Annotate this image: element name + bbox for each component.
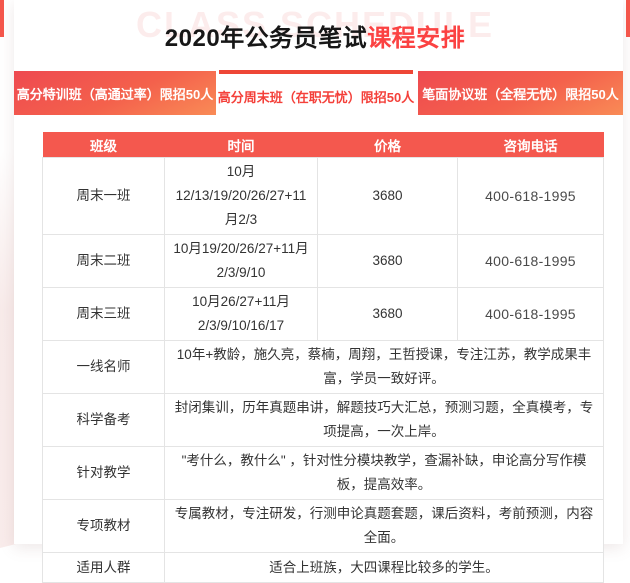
tab-gaofen-texun[interactable]: 高分特训班（高通过率）限招50人 [14, 71, 216, 115]
tab-bimian-xieyi[interactable]: 笔面协议班（全程无忧）限招50人 [418, 71, 623, 115]
header-time: 时间 [164, 132, 318, 158]
phone-cell: 400-618-1995 [457, 234, 604, 288]
time-cell: 10月 12/13/19/20/26/27+11 月2/3 [164, 157, 318, 235]
table-row: 一线名师 10年+教龄，施久亮，蔡楠，周翔，王哲授课，专注江苏，教学成果丰富，学… [42, 340, 604, 394]
feature-text-cell: 适合上班族，大四课程比较多的学生。 [164, 552, 604, 583]
feature-text-cell: 专属教材，专注研发，行测申论真题套题，课后资料，考前预测，内容全面。 [164, 499, 604, 553]
table-header-row: 班级 时间 价格 咨询电话 [42, 132, 604, 158]
page-title-red: 课程安排 [367, 25, 466, 52]
tab-label: 高分周末班（在职无忧）限招50人 [217, 89, 415, 105]
active-tab-topbar [219, 70, 413, 74]
table-row: 适用人群 适合上班族，大四课程比较多的学生。 [42, 552, 604, 583]
price-cell: 3680 [317, 234, 458, 288]
feature-label-cell: 专项教材 [42, 499, 165, 553]
feature-text-cell: 封闭集训，历年真题串讲，解题技巧大汇总，预测习题，全真模考，专项提高，一次上岸。 [164, 393, 604, 447]
course-schedule-table: 班级 时间 价格 咨询电话 周末一班 10月 12/13/19/20/26/27… [42, 132, 604, 583]
page-title: 2020年公务员笔试课程安排 [0, 18, 630, 53]
header-class: 班级 [42, 132, 165, 158]
corner-accent-right [626, 0, 630, 37]
table-row: 科学备考 封闭集训，历年真题串讲，解题技巧大汇总，预测习题，全真模考，专项提高，… [42, 393, 604, 447]
time-cell: 10月26/27+11月 2/3/9/10/16/17 [164, 287, 318, 341]
table-row: 专项教材 专属教材，专注研发，行测申论真题套题，课后资料，考前预测，内容全面。 [42, 499, 604, 553]
tab-label: 高分特训班（高通过率）限招50人 [16, 86, 214, 102]
tab-label: 笔面协议班（全程无忧）限招50人 [422, 86, 619, 102]
phone-cell: 400-618-1995 [457, 157, 604, 235]
class-name-cell: 周末一班 [42, 157, 165, 235]
page-title-black: 2020年公务员笔试 [164, 25, 368, 52]
header-price: 价格 [317, 132, 458, 158]
phone-cell: 400-618-1995 [457, 287, 604, 341]
table-row: 周末一班 10月 12/13/19/20/26/27+11 月2/3 3680 … [42, 157, 604, 235]
table-row: 针对教学 "考什么，教什么" ，针对性分模块教学，查漏补缺，申论高分写作模板，提… [42, 446, 604, 500]
tab-gaofen-zhoumo-active[interactable]: 高分周末班（在职无忧）限招50人 [217, 70, 415, 122]
feature-label-cell: 适用人群 [42, 552, 165, 583]
price-cell: 3680 [317, 157, 458, 235]
feature-label-cell: 一线名师 [42, 340, 165, 394]
feature-label-cell: 科学备考 [42, 393, 165, 447]
corner-accent-left [0, 0, 4, 37]
header-phone: 咨询电话 [457, 132, 604, 158]
watermark-text: CLASS SCHEDULE [135, 4, 495, 45]
table-row: 周末三班 10月26/27+11月 2/3/9/10/16/17 3680 40… [42, 287, 604, 341]
class-name-cell: 周末二班 [42, 234, 165, 288]
class-name-cell: 周末三班 [42, 287, 165, 341]
feature-text-cell: 10年+教龄，施久亮，蔡楠，周翔，王哲授课，专注江苏，教学成果丰富，学员一致好评… [164, 340, 604, 394]
price-cell: 3680 [317, 287, 458, 341]
feature-text-cell: "考什么，教什么" ，针对性分模块教学，查漏补缺，申论高分写作模板，提高效率。 [164, 446, 604, 500]
table-row: 周末二班 10月19/20/26/27+11月 2/3/9/10 3680 40… [42, 234, 604, 288]
time-cell: 10月19/20/26/27+11月 2/3/9/10 [164, 234, 318, 288]
feature-label-cell: 针对教学 [42, 446, 165, 500]
